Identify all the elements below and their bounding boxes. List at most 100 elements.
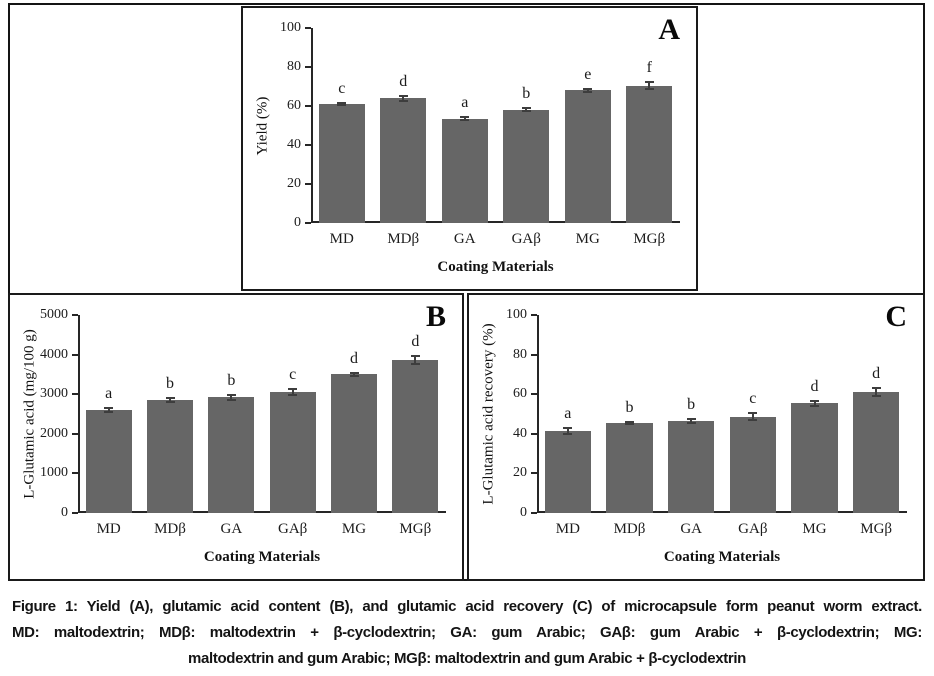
error-bar-cap-top [165,397,175,400]
plot-area [78,315,446,513]
y-tick-mark [72,512,78,514]
category-label-GA: GA [680,521,702,537]
error-bar-cap-top [104,406,114,409]
category-label-MGβ: MGβ [633,231,666,247]
significance-letter-MDβ: b [166,375,174,393]
y-tick-label: 0 [294,215,301,230]
significance-letter-GA: b [227,371,236,389]
error-bar-cap-bottom [563,432,573,435]
error-bar-cap-bottom [686,421,696,424]
caption-line-2: MD: maltodextrin; MDβ: maltodextrin + β-… [12,624,922,641]
y-tick-mark [72,314,78,316]
y-tick-mark [305,27,311,29]
error-bar-cap-top [398,94,408,97]
y-tick-label: 100 [280,20,301,35]
y-tick-label: 100 [506,307,527,322]
error-bar-GAβ [525,108,528,112]
y-tick-label: 40 [287,137,301,152]
error-bar-cap-top [625,421,634,424]
category-label-MDβ: MDβ [154,521,186,537]
bar-MD [544,430,591,513]
error-bar-cap-top [810,399,819,402]
bar-MD [318,104,365,223]
error-bar-cap-top [226,393,236,396]
category-label-GAβ: GAβ [738,521,768,537]
x-axis-title: Coating Materials [437,259,554,275]
bar-MG [564,90,611,223]
y-tick-mark [305,222,311,224]
error-bar-cap-bottom [104,411,114,414]
significance-letter-MDβ: b [625,399,634,417]
panel-label-A: A [658,13,680,46]
bar-GA [441,118,488,223]
error-bar-cap-bottom [583,90,593,93]
error-bar-cap-bottom [165,400,175,403]
plot-area [537,315,907,513]
error-bar-cap-top [563,426,573,429]
error-bar-cap-bottom [337,104,347,107]
category-label-MGβ: MGβ [860,521,893,537]
bar-MDβ [380,98,427,223]
y-tick-label: 3000 [40,386,68,402]
error-bar-MG [353,373,355,376]
significance-letter-MD: a [105,384,113,402]
significance-letter-MGβ: d [872,364,881,382]
y-tick-mark [72,432,78,435]
caption-line-1: Figure 1: Yield (A), glutamic acid conte… [12,598,922,615]
y-tick-mark [531,353,537,356]
bar-MDβ [147,400,193,513]
bar-GA [208,397,255,513]
error-bar-GA [230,394,233,401]
error-bar-cap-top [337,101,347,104]
error-bar-MD [340,102,343,106]
category-label-MD: MD [96,521,121,537]
error-bar-MGβ [414,355,417,364]
significance-letter-GAβ: c [289,366,297,384]
bar-GAβ [503,109,550,223]
panel-A-yield-chart: 0 20 40 60 80 100 c MD d MDβ a GA b GAβ e MG f MGβ Coating… [241,6,698,291]
significance-letter-MGβ: f [646,59,652,77]
y-tick-mark [72,353,78,356]
significance-letter-GAβ: b [522,85,531,103]
error-bar-cap-bottom [748,418,758,421]
error-bar-cap-bottom [460,119,470,122]
bar-MG [331,374,377,513]
error-bar-cap-top [460,116,470,119]
figure-caption: Figure 1: Yield (A), glutamic acid conte… [12,594,922,672]
x-axis-title: Coating Materials [203,549,321,565]
panel-label-C: C [885,300,907,333]
category-label-GAβ: GAβ [278,521,308,537]
error-bar-GAβ [291,389,294,395]
y-axis-title: L-Glutamic acid (mg/100 g) [21,329,38,499]
panel-label-B: B [425,300,446,333]
panel-C-recovery-chart: 0 20 40 60 80 100 a MD b MDβ b GA c GAβ d MG d MGβ Coating… [467,293,925,581]
error-bar-MD [566,427,569,434]
significance-letter-MD: a [564,404,572,422]
category-label-GA: GA [453,231,476,247]
error-bar-MG [813,400,816,406]
bar-MDβ [606,423,653,513]
error-bar-GAβ [751,413,754,420]
significance-letter-GA: b [687,395,696,413]
y-tick-label: 0 [520,505,527,520]
category-label-MG: MG [341,521,367,537]
bar-MG [791,403,838,513]
y-tick-label: 60 [287,98,301,113]
y-tick-mark [305,66,311,68]
y-tick-mark [305,183,311,185]
error-bar-cap-top [748,412,758,415]
y-tick-label: 0 [61,505,68,520]
error-bar-MDβ [402,95,405,101]
category-label-MD: MD [329,231,354,247]
bar-GAβ [269,391,316,513]
bar-MGβ [626,85,673,223]
y-axis-title: Yield (%) [254,96,271,155]
bar-GA [668,420,715,513]
error-bar-cap-top [410,354,420,357]
y-tick-mark [305,105,311,107]
error-bar-cap-top [521,107,531,110]
y-axis-title: L-Glutamic acid recovery (%) [480,323,497,505]
category-label-MG: MG [802,521,827,537]
y-tick-label: 80 [287,59,301,74]
